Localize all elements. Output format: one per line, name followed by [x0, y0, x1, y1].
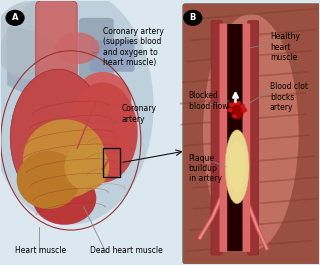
Text: Plaque
buildup
in artery: Plaque buildup in artery — [189, 154, 222, 183]
Ellipse shape — [23, 119, 106, 198]
Ellipse shape — [33, 172, 96, 225]
Ellipse shape — [55, 32, 100, 64]
Text: Coronary
artery: Coronary artery — [112, 104, 157, 124]
Text: Healthy
heart
muscle: Healthy heart muscle — [270, 32, 300, 62]
Text: Heart muscle: Heart muscle — [15, 246, 66, 255]
Ellipse shape — [10, 69, 106, 206]
FancyBboxPatch shape — [243, 24, 250, 252]
Ellipse shape — [74, 72, 131, 130]
Circle shape — [242, 108, 246, 112]
Ellipse shape — [17, 151, 80, 209]
Ellipse shape — [203, 14, 299, 251]
FancyBboxPatch shape — [183, 4, 320, 264]
Circle shape — [228, 108, 232, 112]
Text: Coronary artery
(supplies blood
and oxygen to
heart muscle): Coronary artery (supplies blood and oxyg… — [93, 27, 164, 67]
Circle shape — [241, 105, 245, 108]
Ellipse shape — [231, 104, 244, 119]
Circle shape — [233, 115, 236, 117]
Circle shape — [237, 102, 240, 104]
FancyBboxPatch shape — [79, 18, 114, 78]
Ellipse shape — [225, 130, 249, 204]
Ellipse shape — [68, 82, 138, 183]
Ellipse shape — [64, 143, 109, 191]
Text: Blocked
blood flow: Blocked blood flow — [189, 91, 228, 111]
Ellipse shape — [228, 140, 246, 193]
Text: Blood clot
blocks
artery: Blood clot blocks artery — [270, 82, 308, 112]
Circle shape — [229, 103, 234, 107]
Text: Dead heart muscle: Dead heart muscle — [90, 246, 163, 255]
FancyBboxPatch shape — [211, 20, 222, 255]
FancyBboxPatch shape — [183, 4, 320, 264]
Ellipse shape — [0, 1, 72, 80]
Wedge shape — [7, 27, 77, 114]
Circle shape — [184, 10, 202, 25]
FancyBboxPatch shape — [226, 24, 244, 251]
Ellipse shape — [0, 0, 154, 225]
Circle shape — [6, 10, 24, 25]
FancyBboxPatch shape — [90, 40, 134, 72]
FancyBboxPatch shape — [248, 20, 259, 255]
Circle shape — [234, 101, 237, 105]
FancyBboxPatch shape — [36, 1, 77, 85]
Text: B: B — [190, 13, 196, 22]
Text: A: A — [12, 13, 18, 22]
FancyBboxPatch shape — [220, 24, 227, 252]
Bar — [103, 148, 120, 177]
